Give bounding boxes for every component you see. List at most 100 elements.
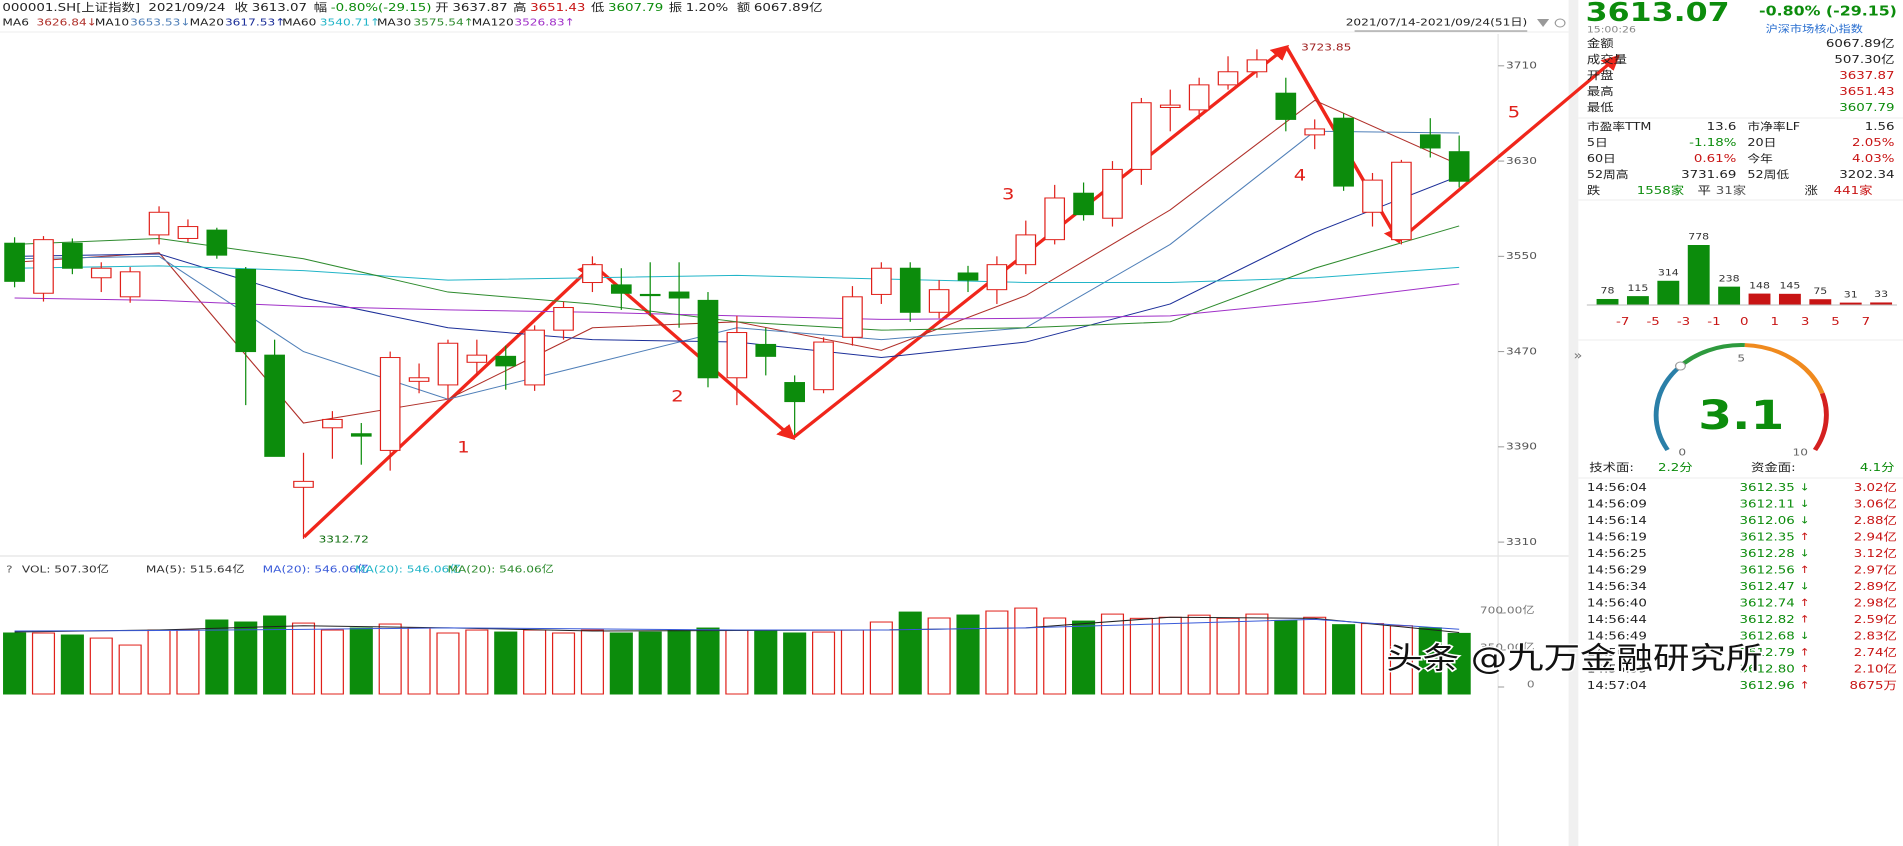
candle-body: [1188, 84, 1210, 111]
volume-bar: [118, 644, 142, 695]
score-label: 资金面:: [1751, 460, 1796, 473]
y-tick-label: 3470: [1506, 345, 1537, 357]
header-value: 3637.87: [452, 1, 507, 14]
candle-body: [813, 341, 834, 391]
tick-time: 14:57:04: [1587, 679, 1647, 692]
header-label: 幅: [314, 0, 327, 13]
range-dropdown[interactable]: [1536, 19, 1550, 27]
y-tick-label: 3390: [1506, 441, 1537, 453]
breadth-value: 1558家: [1637, 183, 1684, 196]
y-tick-label: 3630: [1506, 155, 1537, 167]
bin-label: 0: [1740, 315, 1749, 328]
volume-bar: [60, 634, 84, 695]
candle-body: [842, 296, 863, 338]
tick-time: 14:56:29: [1587, 564, 1647, 577]
tick-direction: ↑: [1800, 614, 1810, 626]
candle-body: [1333, 117, 1354, 187]
bin-label: -3: [1677, 315, 1690, 328]
candle-body: [899, 267, 921, 313]
bin-label: -7: [1616, 315, 1629, 328]
candle-body: [119, 271, 141, 298]
breadth-label: 涨: [1805, 183, 1818, 196]
volume-bar: [234, 621, 258, 695]
settings-icon[interactable]: [1554, 18, 1566, 28]
distribution-bar: [1657, 280, 1680, 305]
distribution-value: 778: [1688, 233, 1709, 243]
volume-bar: [812, 631, 836, 695]
stat-label: 60日: [1587, 152, 1616, 165]
stat-label: 市盈率TTM: [1587, 120, 1652, 133]
bin-label: 7: [1862, 315, 1871, 328]
volume-bar: [1332, 624, 1356, 695]
volume-bar: [349, 627, 373, 695]
volume-bar: [1418, 627, 1442, 695]
volume-legend: MA(5): 515.64亿: [146, 564, 245, 576]
stat-label: 52周高: [1587, 168, 1629, 181]
bin-label: -1: [1707, 315, 1720, 328]
bin-label: 5: [1831, 315, 1840, 328]
volume-bar: [956, 614, 980, 695]
volume-bar: [840, 629, 864, 695]
tick-price: 3612.47: [1740, 580, 1795, 593]
panel-divider: [1568, 0, 1579, 846]
breadth-label: 跌: [1587, 183, 1600, 196]
stat-value: 3731.69: [1681, 168, 1736, 181]
y-tick-label: 3710: [1506, 60, 1537, 72]
volume-bar: [667, 629, 691, 695]
bin-label: -5: [1646, 315, 1659, 328]
bin-label: 3: [1801, 315, 1810, 328]
candle-body: [148, 211, 170, 236]
volume-bar: [1303, 616, 1327, 695]
candle-body: [726, 332, 748, 379]
distribution-bar: [1809, 299, 1832, 305]
legend-value: 3540.71↑: [320, 17, 380, 29]
tick-direction: ↑: [1800, 663, 1810, 675]
date-range: 2021/07/14-2021/09/24(51日): [1346, 17, 1528, 29]
candle-body: [553, 307, 574, 331]
tick-amount: 2.88亿: [1854, 513, 1897, 526]
volume-bar: [609, 632, 633, 695]
stat-value: 2.05%: [1852, 136, 1894, 149]
tick-direction: ↑: [1800, 680, 1810, 692]
tick-time: 14:56:34: [1587, 580, 1647, 593]
legend-name: MA10: [95, 17, 129, 29]
candle-body: [90, 267, 112, 279]
tick-time: 14:56:49: [1587, 630, 1647, 643]
distribution-bar: [1778, 293, 1801, 305]
candle-body: [582, 264, 603, 284]
tick-price: 3612.56: [1740, 564, 1795, 577]
header-value: 3651.43: [530, 1, 585, 14]
collapse-toggle[interactable]: »: [1573, 350, 1582, 363]
volume-bar: [580, 629, 604, 695]
legend-value: 3575.54↑: [413, 17, 473, 29]
tick-amount: 2.89亿: [1854, 579, 1897, 592]
candle-body: [235, 268, 257, 353]
score-value: 2.2分: [1658, 461, 1693, 474]
header-value: 6067.89亿: [754, 0, 823, 13]
distribution-bar: [1748, 293, 1771, 305]
tick-time: 14:56:25: [1587, 547, 1647, 560]
volume-bar: [1245, 613, 1269, 695]
tick-price: 3612.80: [1740, 663, 1795, 676]
gauge-marker: [1674, 361, 1686, 371]
candle-body: [1102, 168, 1123, 219]
volume-bar: [436, 632, 460, 695]
legend-name: MA6: [2, 17, 29, 29]
stat-label: 20日: [1747, 136, 1776, 149]
volume-bar: [1216, 617, 1240, 695]
candle-body: [524, 329, 545, 386]
wave-label: 2: [671, 387, 683, 406]
tick-time: 14:56:59: [1587, 663, 1647, 676]
candle-body: [1159, 104, 1181, 108]
volume-bar: [176, 629, 200, 695]
wave-label: 5: [1508, 103, 1520, 122]
candle-body: [62, 242, 83, 269]
volume-bar: [494, 631, 518, 695]
trend-arrow: [1397, 54, 1620, 243]
candle-body: [928, 289, 950, 313]
header-label: 高: [513, 0, 526, 13]
candle-body: [4, 242, 25, 282]
breadth-value: 441家: [1834, 183, 1873, 196]
